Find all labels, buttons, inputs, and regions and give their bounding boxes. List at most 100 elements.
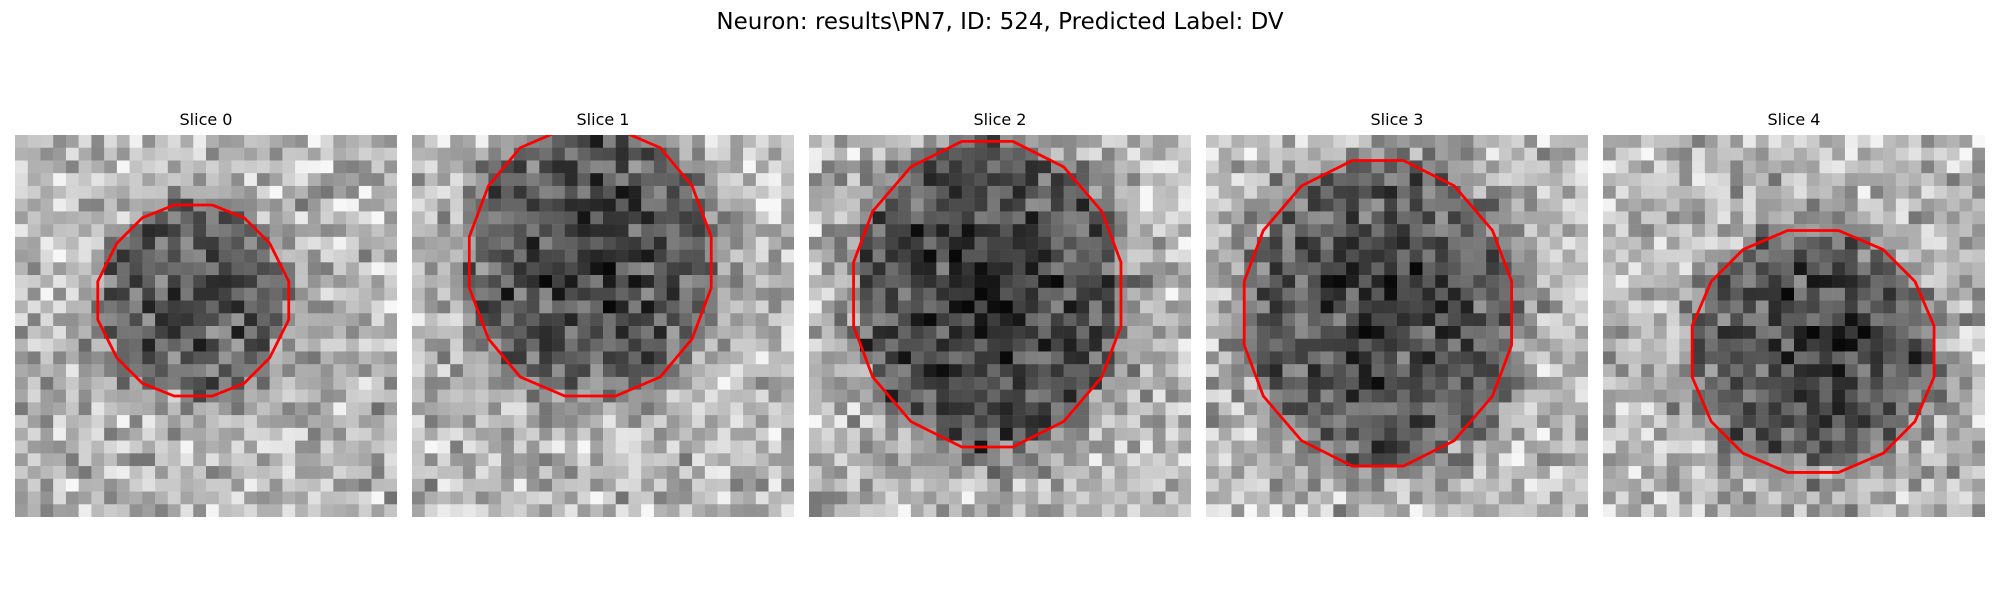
pixel [1511, 262, 1525, 276]
pixel [53, 453, 67, 467]
pixel [27, 300, 41, 314]
pixel [1178, 389, 1191, 403]
pixel [847, 185, 861, 199]
pixel [692, 351, 706, 365]
pixel [1615, 275, 1629, 289]
pixel [1409, 249, 1423, 263]
pixel [180, 364, 194, 378]
pixel [501, 185, 515, 199]
pixel [679, 300, 693, 314]
pixel [1397, 262, 1410, 276]
pixel [1946, 147, 1960, 161]
pixel [743, 262, 757, 276]
pixel [269, 224, 283, 238]
pixel [1921, 466, 1935, 480]
pixel [450, 287, 464, 301]
pixel [475, 135, 489, 148]
pixel [1921, 478, 1935, 492]
pixel [1921, 504, 1935, 517]
pixel [346, 338, 360, 352]
pixel [923, 313, 937, 327]
pixel [717, 211, 731, 225]
pixel [1743, 211, 1757, 225]
pixel [218, 491, 232, 505]
pixel [307, 326, 321, 339]
pixel [450, 262, 464, 276]
pixel [834, 224, 848, 238]
pixel [1165, 478, 1179, 492]
pixel [180, 440, 194, 454]
pixel [1269, 300, 1283, 314]
pixel [1269, 415, 1283, 429]
pixel [641, 236, 655, 250]
pixel [91, 173, 105, 187]
pixel [1025, 491, 1039, 505]
pixel [603, 287, 616, 301]
pixel [412, 313, 425, 327]
pixel [1908, 262, 1922, 276]
pixel [936, 249, 950, 263]
pixel [244, 466, 258, 480]
pixel [974, 198, 988, 212]
pixel [1089, 160, 1103, 174]
pixel [1730, 224, 1744, 238]
pixel [437, 389, 451, 403]
pixel [923, 338, 937, 352]
pixel [628, 198, 642, 212]
pixel [898, 147, 912, 161]
pixel [424, 338, 438, 352]
pixel [1549, 415, 1563, 429]
pixel [1549, 300, 1563, 314]
pixel [295, 402, 309, 416]
pixel [949, 211, 963, 225]
pixel [872, 185, 886, 199]
pixel [1038, 491, 1052, 505]
pixel [1218, 415, 1232, 429]
pixel [615, 198, 629, 212]
pixel [282, 427, 296, 441]
pixel [743, 211, 757, 225]
pixel [1127, 300, 1141, 314]
pixel [129, 185, 143, 199]
pixel [1666, 389, 1680, 403]
pixel [961, 338, 975, 352]
pixel [358, 313, 372, 327]
pixel [1895, 185, 1909, 199]
pixel [1755, 389, 1769, 403]
pixel [1358, 135, 1372, 148]
pixel [590, 491, 604, 505]
pixel [1371, 275, 1385, 289]
pixel [437, 491, 451, 505]
pixel [1832, 147, 1846, 161]
pixel [282, 478, 296, 492]
slice-image-0 [15, 135, 397, 517]
pixel [1114, 466, 1128, 480]
pixel [53, 478, 67, 492]
pixel [1603, 326, 1616, 339]
pixel [923, 211, 937, 225]
pixel [1537, 491, 1551, 505]
pixel [412, 478, 425, 492]
pixel [501, 249, 515, 263]
pixel [1603, 236, 1616, 250]
pixel [1603, 466, 1616, 480]
pixel [1781, 364, 1795, 378]
pixel [987, 249, 1001, 263]
pixel [206, 224, 219, 238]
pixel [1435, 236, 1449, 250]
pixel [1730, 198, 1744, 212]
pixel [1165, 185, 1179, 199]
pixel [628, 185, 642, 199]
pixel [987, 478, 1001, 492]
slice-image-1 [412, 135, 794, 517]
pixel [412, 326, 425, 339]
pixel [27, 173, 41, 187]
pixel [1076, 313, 1090, 327]
pixel [1165, 326, 1179, 339]
pixel [1537, 173, 1551, 187]
pixel [1781, 402, 1795, 416]
pixel [1244, 198, 1258, 212]
pixel [1511, 415, 1525, 429]
pixel [1781, 249, 1795, 263]
pixel [15, 135, 28, 148]
